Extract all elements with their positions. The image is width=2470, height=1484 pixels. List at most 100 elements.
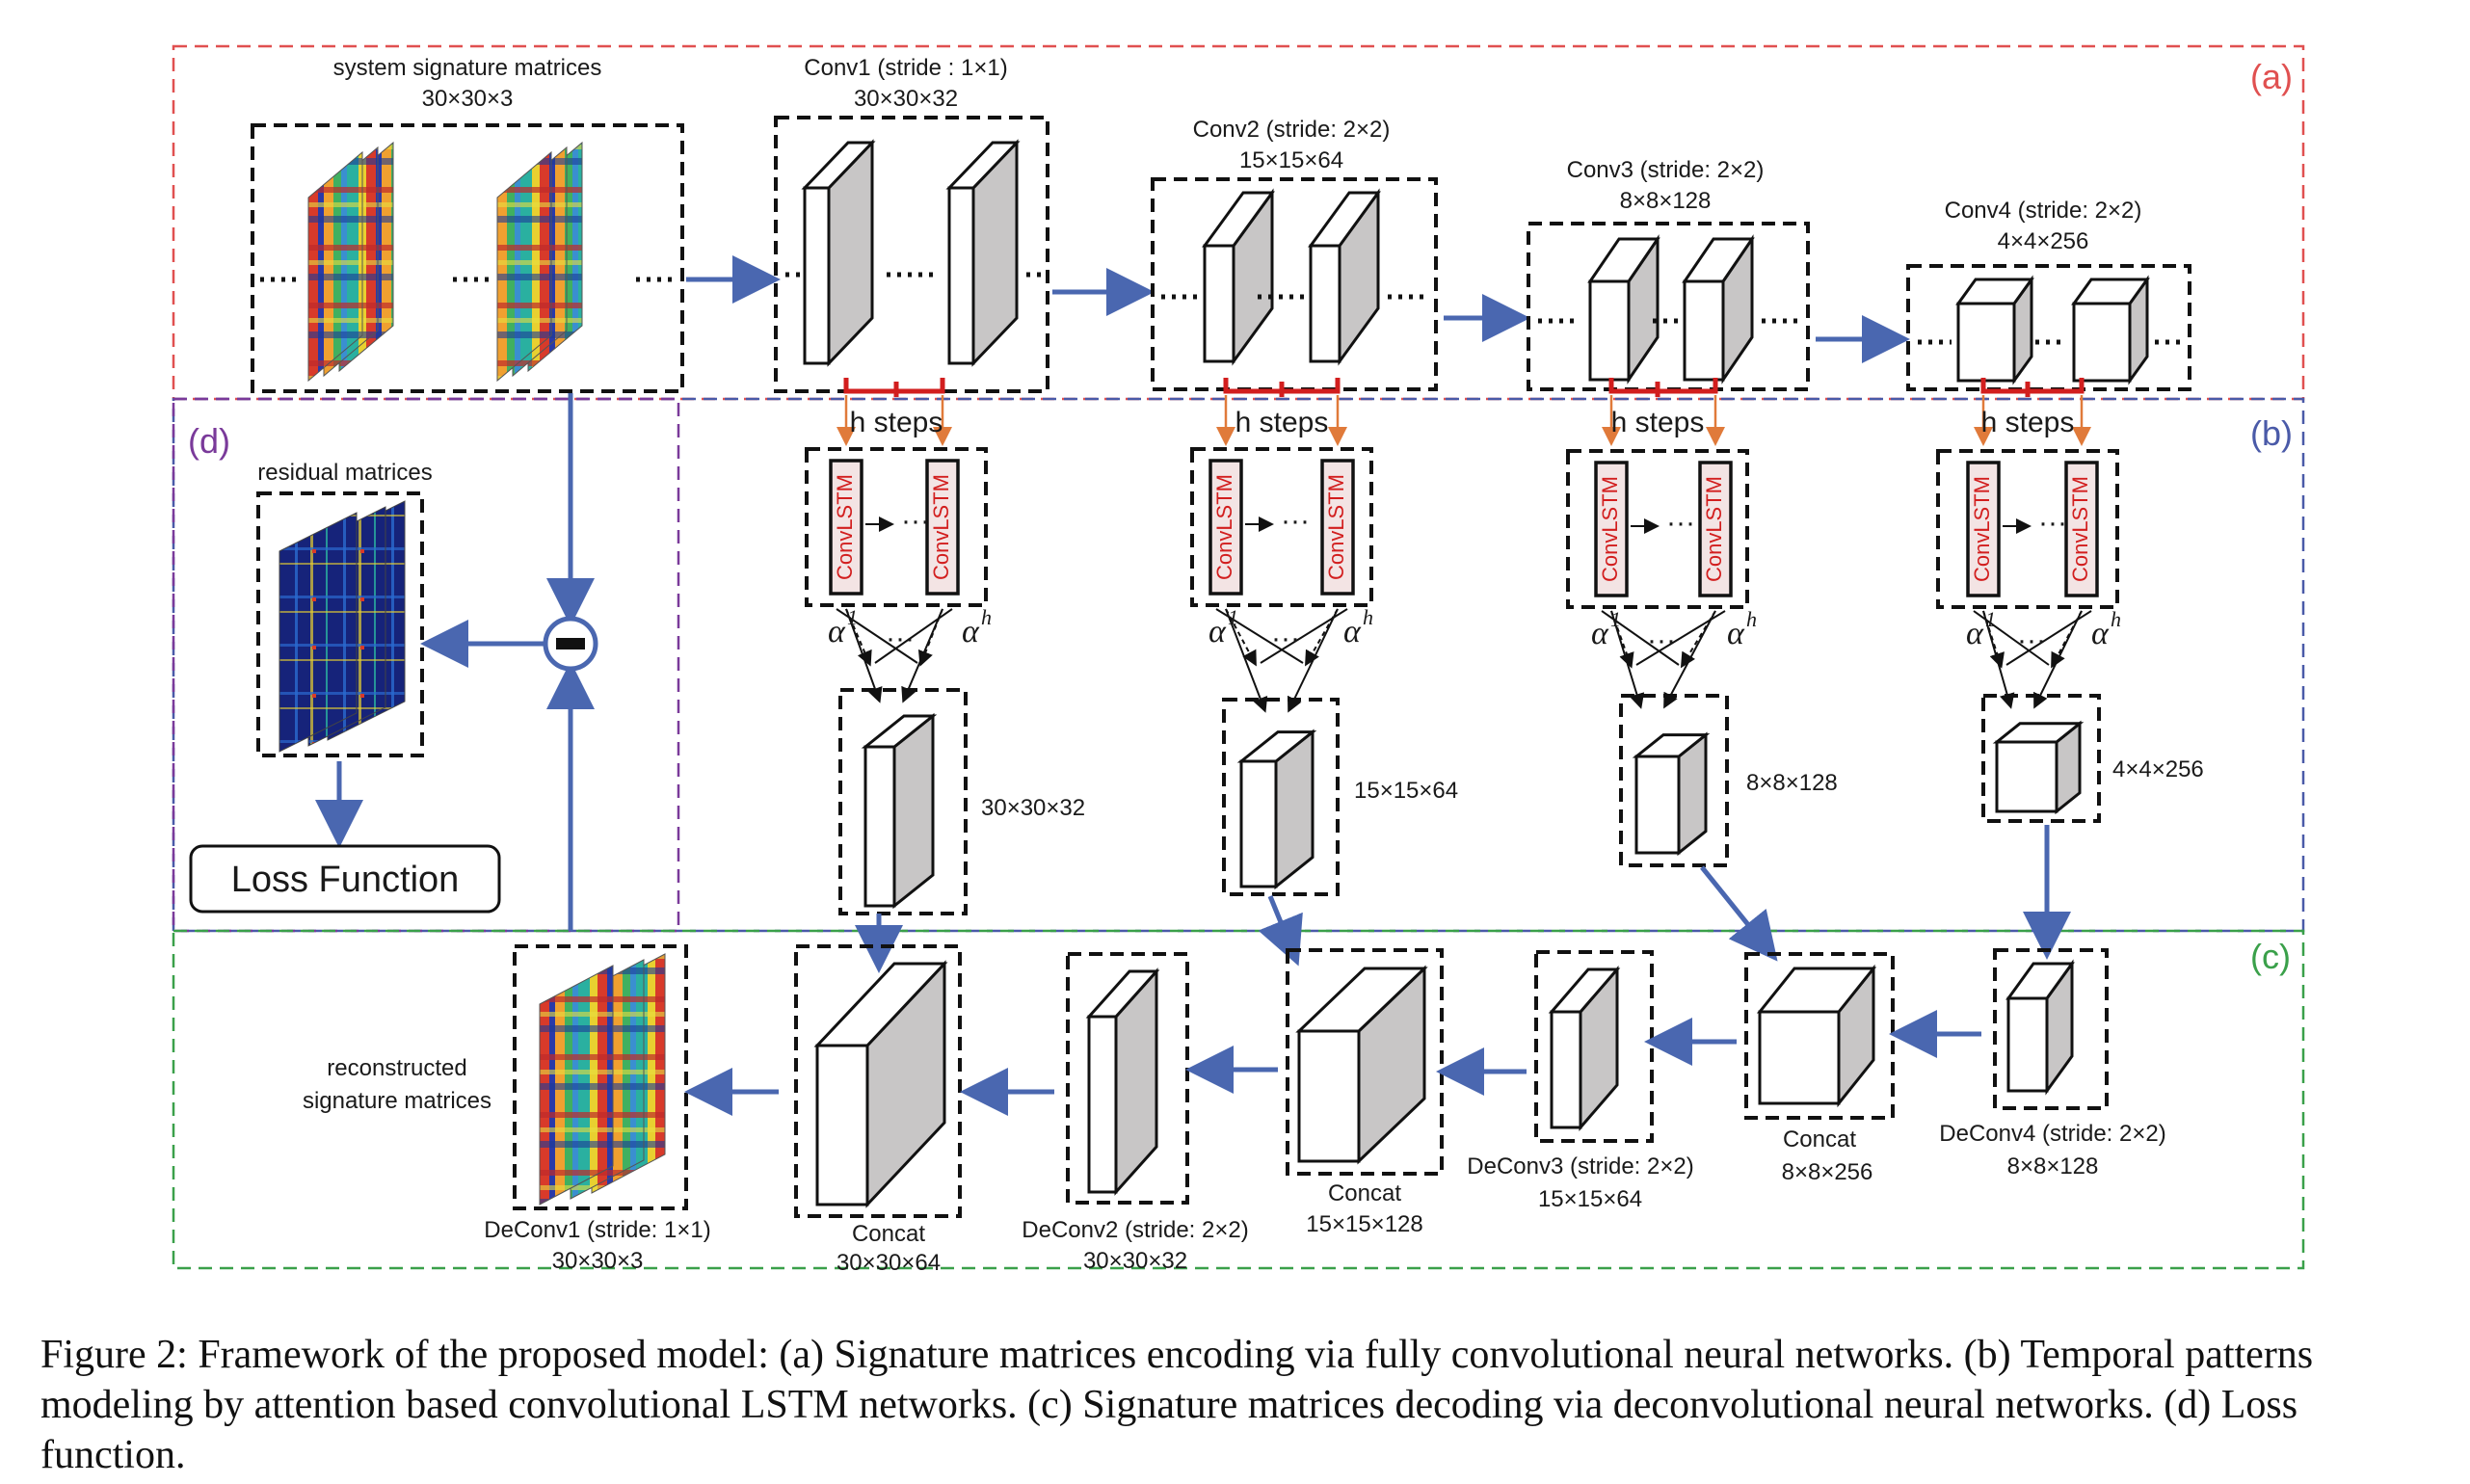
alpha-1-label: α — [1591, 616, 1609, 651]
alpha-h-label: α — [1727, 616, 1745, 651]
deconv3-box — [1534, 950, 1654, 1143]
concat3-title: Concat — [1783, 1126, 1856, 1153]
input-dims: 30×30×3 — [422, 86, 514, 112]
concat3-group: Concat 8×8×256 — [1744, 952, 1895, 1185]
attention-output-block — [1236, 729, 1317, 890]
recon-label-2: signature matrices — [303, 1088, 491, 1114]
convlstm-cell: ConvLSTM — [1966, 461, 2001, 597]
attention-dots: ··· — [2017, 624, 2046, 656]
attention-output-dims: 15×15×64 — [1354, 778, 1458, 804]
alpha-h-sup: h — [2111, 607, 2121, 631]
alpha-h-sup: h — [1746, 607, 1757, 631]
sequence-dots: ··· — [901, 505, 930, 537]
concat1-dims: 30×30×64 — [837, 1250, 941, 1276]
convlstm-cell: ConvLSTM — [1698, 461, 1733, 597]
residual-box — [256, 491, 424, 757]
deconv4-dims: 8×8×128 — [2007, 1153, 2099, 1179]
alpha-h-label: α — [1343, 614, 1362, 649]
attention-output-dims: 8×8×128 — [1746, 770, 1838, 796]
convlstm-label: ConvLSTM — [1970, 476, 1994, 582]
conv3-block-2 — [1682, 234, 1755, 384]
alpha-h-label: α — [962, 614, 980, 649]
attention-output-block — [1632, 731, 1711, 857]
alpha-1-label: α — [1966, 616, 1984, 651]
deconv3-dims: 15×15×64 — [1538, 1186, 1642, 1212]
conv1-block-2 — [945, 139, 1021, 367]
conv2-group: Conv2 (stride: 2×2) 15×15×64 — [1151, 117, 1438, 391]
convlstm-label: ConvLSTM — [2068, 476, 2092, 582]
input-matrix-stack-left — [307, 141, 394, 383]
conv1-group: Conv1 (stride : 1×1) 30×30×32 — [774, 55, 1049, 393]
conv4-block-1 — [1955, 275, 2034, 385]
deconv3-group: DeConv3 (stride: 2×2) 15×15×64 — [1467, 950, 1694, 1212]
attention-output-dims: 4×4×256 — [2112, 756, 2204, 782]
recon-label-1: reconstructed — [327, 1055, 466, 1081]
loss-function-label: Loss Function — [231, 860, 460, 900]
conv2-dims: 15×15×64 — [1239, 147, 1343, 173]
convlstm-label: ConvLSTM — [1702, 476, 1726, 582]
convlstm-box — [1936, 449, 2119, 609]
attention-dots: ··· — [1271, 623, 1300, 654]
convlstm-cell: ConvLSTM — [1594, 461, 1629, 597]
deconv4-group: DeConv4 (stride: 2×2) 8×8×128 — [1939, 948, 2166, 1179]
h-steps-label: h steps — [1611, 407, 1705, 438]
conv2-title: Conv2 (stride: 2×2) — [1193, 117, 1391, 143]
alpha-h-sup: h — [981, 605, 992, 629]
concat2-group: Concat 15×15×128 — [1286, 948, 1444, 1237]
convlstm-label: ConvLSTM — [1324, 474, 1348, 580]
conv4-group: Conv4 (stride: 2×2) 4×4×256 — [1906, 198, 2191, 391]
residual-matrix-stack — [279, 500, 406, 753]
region-c-box — [172, 929, 2305, 1270]
minus-operator — [543, 616, 598, 672]
conv3-group: Conv3 (stride: 2×2) 8×8×128 — [1527, 157, 1810, 391]
deconv1-dims: 30×30×3 — [552, 1248, 644, 1274]
deconv3-title: DeConv3 (stride: 2×2) — [1467, 1153, 1693, 1179]
conv1-dims: 30×30×32 — [854, 86, 958, 112]
alpha-1-sup: 1 — [847, 605, 858, 629]
h-steps-label: h steps — [850, 407, 943, 438]
conv2-box — [1151, 177, 1438, 391]
h-steps-label: h steps — [1981, 407, 2075, 438]
attention-output-box — [1619, 694, 1729, 867]
alpha-h-sup: h — [1363, 605, 1373, 629]
conv3-title: Conv3 (stride: 2×2) — [1567, 157, 1765, 183]
conv3-box — [1527, 222, 1810, 391]
concat1-title: Concat — [852, 1221, 925, 1247]
region-a-tag: (a) — [2250, 57, 2293, 96]
deconv2-group: DeConv2 (stride: 2×2) 30×30×32 — [1022, 952, 1249, 1274]
alpha-1-sup: 1 — [1228, 605, 1238, 629]
region-d-tag: (d) — [188, 421, 230, 461]
input-title: system signature matrices — [333, 55, 602, 81]
conv2-block-2 — [1308, 188, 1381, 366]
convlstm-box — [805, 447, 988, 607]
deconv2-dims: 30×30×32 — [1083, 1248, 1187, 1274]
recon-matrix-stack — [539, 953, 666, 1206]
concat3-box — [1744, 952, 1895, 1120]
convlstm-cell: ConvLSTM — [829, 459, 863, 596]
alpha-1-sup: 1 — [1610, 607, 1621, 631]
attention-output-block — [1992, 720, 2085, 815]
alpha-1-sup: 1 — [1985, 607, 1996, 631]
alpha-1-label: α — [1208, 614, 1227, 649]
convlstm-label: ConvLSTM — [929, 474, 953, 580]
alpha-h-label: α — [2091, 616, 2110, 651]
region-d-box — [172, 397, 680, 933]
convlstm-label: ConvLSTM — [1212, 474, 1236, 580]
framework-diagram: (a) (b) (c) (d) system signature matrice… — [172, 44, 2305, 1276]
arrow-skip-3 — [1700, 865, 1778, 962]
attention-output-box — [838, 688, 968, 915]
alpha-1-label: α — [828, 614, 846, 649]
deconv2-title: DeConv2 (stride: 2×2) — [1022, 1217, 1248, 1243]
region-b-tag: (b) — [2250, 413, 2293, 453]
arrow-skip-2 — [1258, 895, 1303, 967]
attention-output-dims: 30×30×32 — [981, 795, 1085, 821]
sequence-dots: ··· — [1281, 505, 1310, 537]
convlstm-box — [1190, 447, 1373, 607]
conv2-block-1 — [1202, 188, 1275, 366]
convlstm-cell: ConvLSTM — [2064, 461, 2099, 597]
convlstm-box — [1566, 449, 1749, 609]
convlstm-label: ConvLSTM — [833, 474, 857, 580]
input-box — [251, 123, 684, 393]
